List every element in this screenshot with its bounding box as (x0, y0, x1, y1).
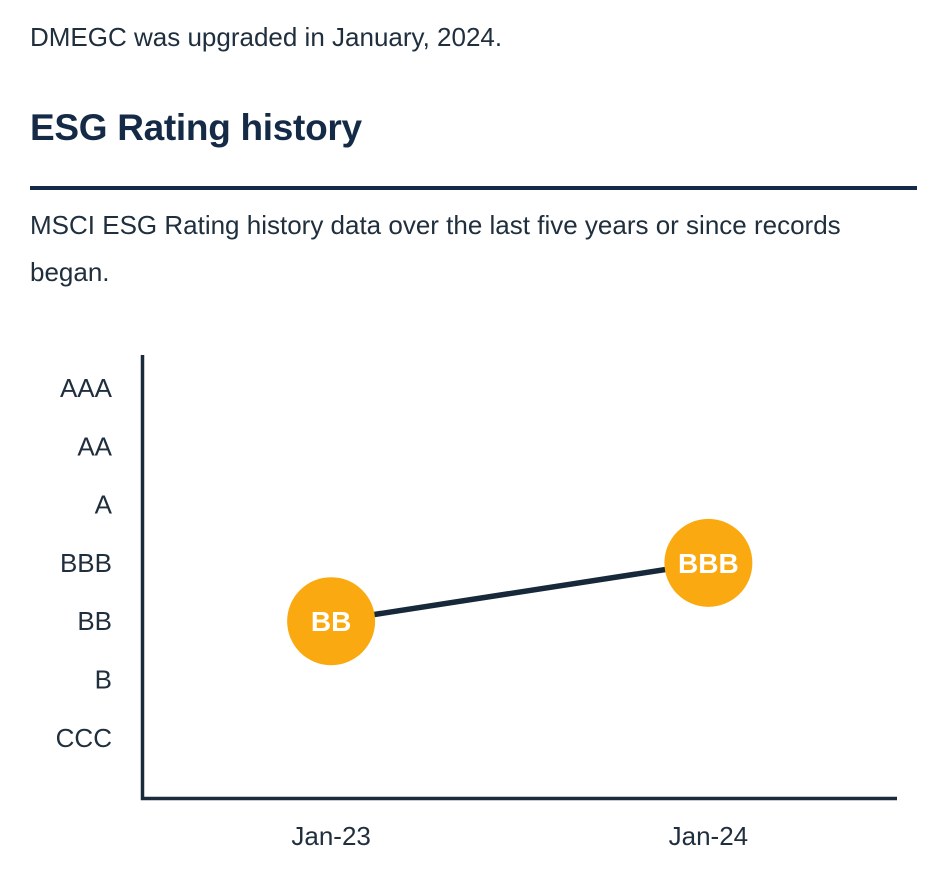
esg-rating-history-chart: AAA AA A BBB BB B CCC Jan-23 Jan-24 BB BBB (0, 340, 931, 873)
y-axis-label: AA (77, 431, 112, 461)
chart-axes (140, 355, 897, 801)
rating-trend-line (330, 560, 709, 624)
section-title: ESG Rating history (30, 107, 362, 148)
y-axis-label: AAA (60, 373, 113, 403)
x-axis-label: Jan-24 (669, 821, 749, 851)
x-axis-label: Jan-23 (291, 821, 371, 851)
rating-marker-label: BBB (678, 548, 739, 579)
upgrade-note-text: DMEGC was upgraded in January, 2024. (30, 22, 503, 52)
y-axis-label: A (95, 490, 113, 520)
y-axis-label: B (95, 665, 112, 695)
rating-marker (287, 577, 376, 666)
divider (30, 186, 917, 190)
y-axis-label: BB (77, 606, 112, 636)
y-axis-label: CCC (56, 723, 112, 753)
rating-marker (664, 518, 753, 607)
chart-description-text: MSCI ESG Rating history data over the la… (30, 210, 841, 287)
rating-marker-label: BB (311, 606, 351, 637)
y-axis-label: BBB (60, 548, 112, 578)
